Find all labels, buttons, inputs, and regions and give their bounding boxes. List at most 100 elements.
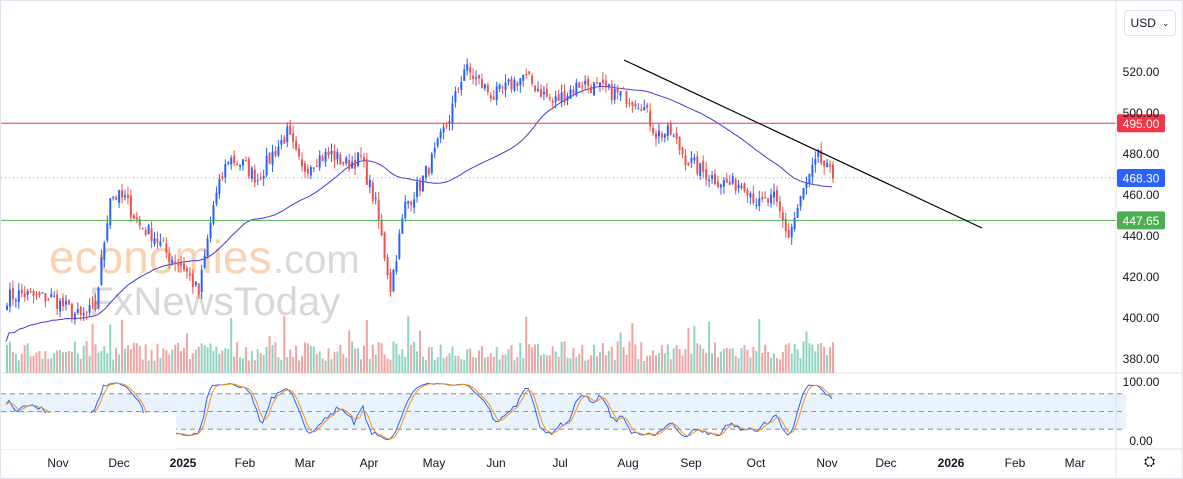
candle-body [749,193,752,198]
y-tick-label: 480.00 [1123,147,1160,161]
candle-body [242,159,244,166]
candle-body [38,292,41,296]
volume-bar [781,351,784,373]
candle-body [634,103,637,107]
volume-bar [814,351,817,373]
candle-body [652,127,655,134]
candle-body [165,243,168,253]
candle-body [50,294,53,297]
candle-body [79,306,82,315]
volume-bar [646,356,649,373]
volume-bar [522,358,525,373]
volume-bar [430,347,433,373]
candle-body [162,240,165,242]
volume-bar [531,347,534,373]
candle-body [770,194,773,204]
volume-bar [761,352,764,373]
candle-body [743,183,746,191]
volume-bar [773,353,775,373]
volume-bar [132,342,135,373]
candle-body [610,84,613,101]
candle-body [631,101,634,106]
candle-body [97,287,100,309]
candle-body [646,104,649,108]
volume-bar [70,351,73,373]
candle-body [206,238,209,256]
volume-bar [708,321,711,373]
candle-body [23,293,26,298]
x-tick-label: May [423,456,446,470]
candle-body [480,79,483,88]
volume-bar [480,346,483,373]
volume-bar [424,359,427,373]
volume-bar [501,354,504,373]
candle-body [345,157,348,164]
candle-body [348,159,351,170]
volume-bar [268,335,271,373]
volume-bar [610,346,613,373]
candle-body [147,225,150,235]
volume-bar [289,349,292,373]
candle-body [454,91,457,103]
candle-body [590,86,593,93]
candle-body [764,197,767,199]
candle-body [215,192,218,204]
candle-body [699,163,702,177]
candle-body [722,179,725,187]
candle-body [702,160,705,172]
candle-body [666,125,669,136]
candle-body [62,297,65,307]
candle-body [247,158,250,177]
volume-bar [590,355,593,373]
x-tick-label: Aug [617,456,638,470]
volume-bar [778,359,781,373]
volume-bar [649,355,652,373]
candle-body [551,101,554,103]
volume-bar [439,344,442,373]
volume-bar [321,358,324,373]
candle-body [380,219,383,236]
volume-bar [292,356,295,373]
currency-label: USD [1130,16,1156,30]
volume-bar [368,358,371,373]
volume-bar [737,357,740,373]
volume-bar [280,360,283,373]
settings-gear-icon[interactable]: ⛭ [1144,453,1156,469]
candle-body [153,238,156,245]
volume-bar [135,343,138,373]
volume-bar [230,317,233,373]
candle-body [144,229,147,235]
volume-bar [557,356,560,373]
candle-body [306,168,309,174]
candle-body [660,133,663,138]
volume-bar [466,349,469,373]
volume-bar [404,356,407,373]
y-tick-label: 440.00 [1123,229,1160,243]
candle-body [593,82,596,96]
volume-bar [790,353,793,373]
candle-body [339,154,342,165]
candle-body [44,292,47,302]
candle-body [548,97,551,99]
candle-body [303,163,306,172]
volume-bar [643,360,646,373]
candle-body [47,299,50,301]
candle-body [802,188,805,199]
currency-selector[interactable]: USD ⌄ [1124,10,1176,36]
x-tick-label: Dec [875,456,896,470]
candle-body [657,130,660,137]
volume-bar [410,344,413,373]
candle-body [298,148,301,157]
volume-bar [652,350,655,373]
volume-bar [265,346,268,373]
volume-bar [489,353,492,373]
volume-bar [38,350,41,373]
volume-bar [802,341,805,373]
volume-bar [236,341,239,373]
volume-bar [687,328,690,373]
x-tick-label: Jul [552,456,567,470]
volume-bar [315,354,318,373]
volume-bar [351,341,354,373]
